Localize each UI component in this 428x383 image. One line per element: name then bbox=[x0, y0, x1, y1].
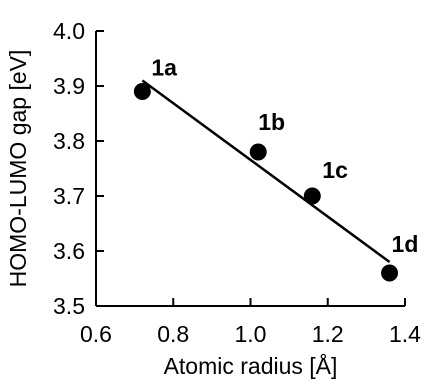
x-tick-label: 1.2 bbox=[312, 321, 344, 347]
point-label-1a: 1a bbox=[151, 55, 177, 81]
y-axis-title: HOMO-LUMO gap [eV] bbox=[5, 50, 31, 288]
points-layer bbox=[133, 83, 399, 282]
fit-line-layer bbox=[141, 79, 391, 264]
data-point-1d bbox=[381, 264, 399, 282]
x-axis-title: Atomic radius [Å] bbox=[164, 352, 338, 379]
point-label-1d: 1d bbox=[392, 231, 419, 257]
point-label-1c: 1c bbox=[322, 157, 348, 183]
fit-line bbox=[141, 79, 391, 264]
x-tick-label: 1.4 bbox=[389, 321, 421, 347]
data-point-1c bbox=[303, 187, 321, 205]
axes-layer bbox=[95, 31, 405, 307]
x-tick-label: 0.8 bbox=[157, 321, 189, 347]
data-point-1b bbox=[249, 143, 267, 161]
point-labels-layer: 1a 1b 1c 1d bbox=[151, 55, 418, 258]
x-tick-label: 0.6 bbox=[80, 321, 112, 347]
y-tick-label: 4.0 bbox=[53, 18, 85, 44]
y-tick-label: 3.9 bbox=[53, 73, 85, 99]
y-tick-label: 3.5 bbox=[53, 293, 85, 319]
y-tick-label: 3.6 bbox=[53, 238, 85, 264]
data-point-1a bbox=[133, 83, 151, 100]
x-tick-label: 1.0 bbox=[235, 321, 267, 347]
y-tick-label: 3.8 bbox=[53, 128, 85, 154]
point-label-1b: 1b bbox=[258, 109, 285, 135]
ticks-layer: 0.6 0.8 1.0 1.2 1.4 3.5 3.6 3.7 3.8 3.9 4.0 bbox=[53, 18, 421, 347]
y-tick-label: 3.7 bbox=[53, 183, 85, 209]
